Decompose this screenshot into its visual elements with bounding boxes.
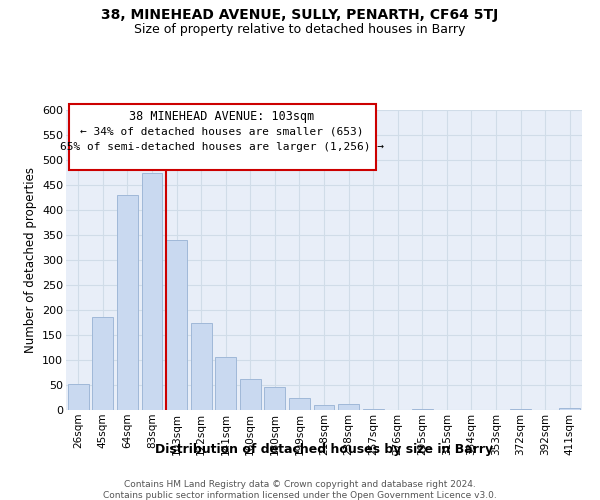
- Text: Distribution of detached houses by size in Barry: Distribution of detached houses by size …: [155, 442, 493, 456]
- Y-axis label: Number of detached properties: Number of detached properties: [23, 167, 37, 353]
- Text: Size of property relative to detached houses in Barry: Size of property relative to detached ho…: [134, 22, 466, 36]
- Text: 65% of semi-detached houses are larger (1,256) →: 65% of semi-detached houses are larger (…: [60, 142, 384, 152]
- Bar: [166, 240, 187, 410]
- FancyBboxPatch shape: [68, 104, 376, 170]
- Bar: [559, 408, 580, 410]
- Text: ← 34% of detached houses are smaller (653): ← 34% of detached houses are smaller (65…: [80, 126, 364, 136]
- Bar: [191, 322, 212, 410]
- Text: Contains HM Land Registry data © Crown copyright and database right 2024.: Contains HM Land Registry data © Crown c…: [124, 480, 476, 489]
- Text: 38, MINEHEAD AVENUE, SULLY, PENARTH, CF64 5TJ: 38, MINEHEAD AVENUE, SULLY, PENARTH, CF6…: [101, 8, 499, 22]
- Bar: [215, 356, 236, 410]
- Bar: [142, 172, 163, 410]
- Bar: [240, 379, 261, 410]
- Bar: [362, 409, 383, 410]
- Bar: [265, 387, 286, 410]
- Text: 38 MINEHEAD AVENUE: 103sqm: 38 MINEHEAD AVENUE: 103sqm: [130, 110, 315, 123]
- Bar: [92, 316, 113, 410]
- Text: Contains public sector information licensed under the Open Government Licence v3: Contains public sector information licen…: [103, 491, 497, 500]
- Bar: [338, 404, 359, 410]
- Bar: [68, 384, 89, 410]
- Bar: [510, 408, 531, 410]
- Bar: [289, 398, 310, 410]
- Bar: [412, 409, 433, 410]
- Bar: [314, 405, 334, 410]
- Bar: [117, 195, 138, 410]
